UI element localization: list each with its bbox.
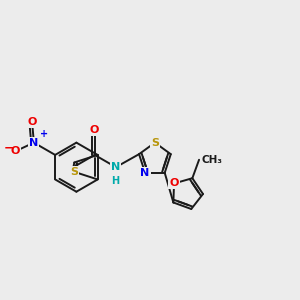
Text: O: O <box>169 178 179 188</box>
Text: N: N <box>111 162 121 172</box>
Text: N: N <box>140 168 150 178</box>
Text: O: O <box>10 146 20 157</box>
Text: CH₃: CH₃ <box>202 155 223 165</box>
Text: O: O <box>90 125 99 135</box>
Text: +: + <box>40 129 48 139</box>
Text: −: − <box>4 142 14 154</box>
Text: S: S <box>70 167 78 177</box>
Text: H: H <box>111 176 119 186</box>
Text: S: S <box>151 138 159 148</box>
Text: O: O <box>27 117 37 127</box>
Text: N: N <box>29 138 38 148</box>
